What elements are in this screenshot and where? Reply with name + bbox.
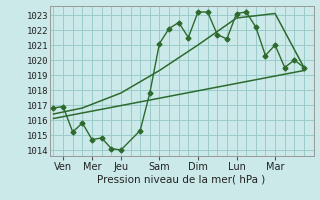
X-axis label: Pression niveau de la mer( hPa ): Pression niveau de la mer( hPa ) (98, 174, 266, 184)
